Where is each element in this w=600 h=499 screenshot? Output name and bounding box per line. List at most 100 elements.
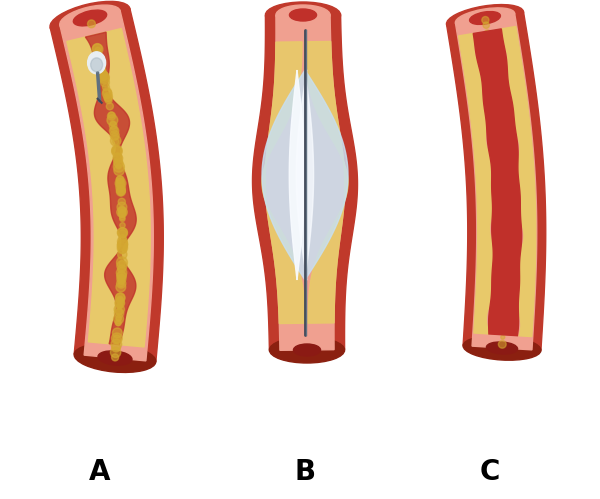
Circle shape: [503, 202, 511, 209]
Circle shape: [110, 126, 118, 133]
Circle shape: [117, 296, 123, 301]
Circle shape: [101, 75, 107, 80]
Circle shape: [100, 78, 109, 87]
Circle shape: [106, 103, 113, 110]
Circle shape: [117, 207, 127, 218]
Circle shape: [496, 109, 502, 115]
Circle shape: [116, 176, 124, 184]
Circle shape: [498, 117, 503, 123]
Circle shape: [113, 335, 121, 343]
Circle shape: [501, 167, 509, 175]
Circle shape: [119, 215, 125, 220]
Circle shape: [110, 131, 119, 140]
Ellipse shape: [88, 52, 106, 74]
Circle shape: [110, 136, 121, 146]
Circle shape: [117, 303, 122, 308]
Circle shape: [101, 74, 107, 80]
Circle shape: [118, 277, 125, 284]
Circle shape: [494, 93, 500, 99]
Circle shape: [118, 297, 122, 302]
Circle shape: [117, 274, 126, 283]
Circle shape: [93, 43, 102, 53]
Circle shape: [502, 173, 509, 180]
Circle shape: [107, 115, 118, 126]
Circle shape: [116, 187, 125, 196]
Circle shape: [116, 282, 126, 292]
Circle shape: [118, 210, 126, 217]
Circle shape: [118, 250, 127, 259]
Ellipse shape: [269, 337, 344, 363]
Circle shape: [119, 216, 125, 222]
Circle shape: [503, 255, 510, 261]
Circle shape: [492, 74, 497, 80]
Circle shape: [118, 207, 126, 215]
Circle shape: [490, 58, 494, 62]
Circle shape: [119, 206, 125, 213]
Polygon shape: [502, 26, 536, 337]
Circle shape: [497, 112, 503, 119]
Circle shape: [116, 179, 124, 186]
Circle shape: [103, 84, 109, 91]
Polygon shape: [305, 41, 348, 323]
Ellipse shape: [463, 336, 541, 360]
Circle shape: [116, 176, 124, 183]
Circle shape: [99, 71, 108, 80]
Polygon shape: [262, 70, 348, 280]
Circle shape: [115, 298, 125, 308]
Circle shape: [118, 228, 127, 238]
Circle shape: [502, 312, 507, 317]
Circle shape: [116, 321, 121, 326]
Circle shape: [502, 274, 509, 281]
Circle shape: [505, 208, 509, 212]
Polygon shape: [262, 42, 305, 323]
Circle shape: [116, 298, 124, 306]
Circle shape: [97, 62, 106, 70]
Circle shape: [493, 91, 501, 99]
Circle shape: [97, 58, 104, 66]
Circle shape: [504, 258, 509, 263]
Polygon shape: [50, 8, 163, 362]
Ellipse shape: [73, 10, 107, 26]
Polygon shape: [289, 70, 305, 280]
Circle shape: [496, 104, 501, 109]
Circle shape: [501, 148, 506, 153]
Circle shape: [502, 185, 510, 193]
Circle shape: [504, 263, 509, 268]
Circle shape: [117, 240, 128, 250]
Circle shape: [95, 47, 101, 53]
Circle shape: [500, 138, 506, 144]
Circle shape: [490, 66, 497, 73]
Circle shape: [500, 325, 506, 331]
Circle shape: [109, 112, 115, 118]
Circle shape: [118, 275, 124, 281]
Circle shape: [501, 292, 509, 300]
Circle shape: [113, 161, 124, 172]
Circle shape: [485, 40, 493, 48]
Circle shape: [503, 288, 508, 292]
Circle shape: [118, 243, 128, 253]
Circle shape: [116, 309, 122, 315]
Circle shape: [115, 178, 126, 189]
Ellipse shape: [98, 351, 132, 365]
Circle shape: [116, 180, 125, 188]
Circle shape: [505, 230, 509, 235]
Circle shape: [491, 70, 497, 77]
Ellipse shape: [455, 8, 515, 28]
Circle shape: [118, 239, 128, 249]
Circle shape: [120, 223, 125, 228]
Circle shape: [504, 208, 510, 214]
Circle shape: [112, 145, 122, 155]
Circle shape: [111, 339, 122, 350]
Circle shape: [504, 271, 508, 275]
Circle shape: [504, 186, 508, 191]
Circle shape: [116, 293, 125, 302]
Circle shape: [103, 88, 111, 96]
Circle shape: [118, 246, 126, 253]
Circle shape: [118, 237, 127, 246]
Circle shape: [503, 283, 509, 288]
Circle shape: [88, 20, 95, 28]
Ellipse shape: [265, 2, 341, 28]
Circle shape: [110, 347, 121, 357]
Circle shape: [500, 311, 508, 319]
Circle shape: [114, 153, 121, 160]
